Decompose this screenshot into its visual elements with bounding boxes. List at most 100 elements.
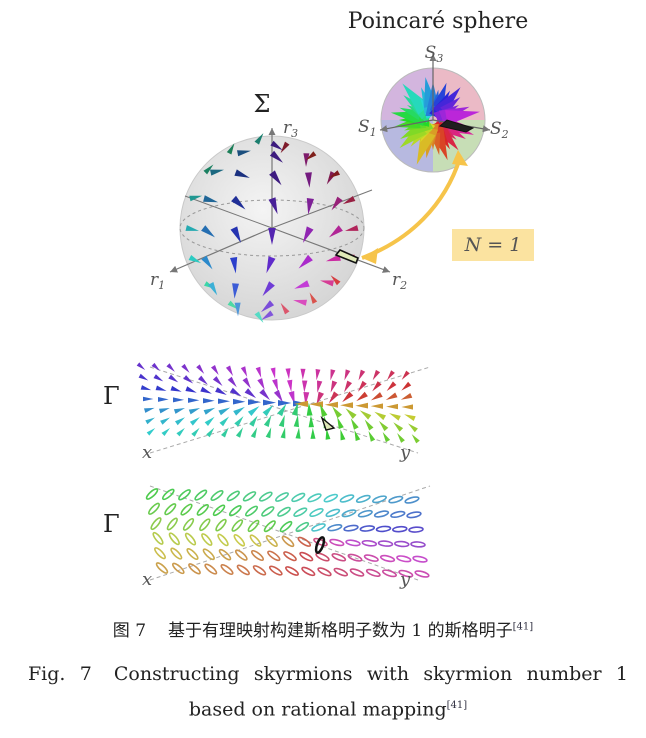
gamma-bottom-ellipse (196, 503, 209, 516)
sigma-arrow (266, 256, 276, 274)
gamma-bottom-ellipse (275, 492, 289, 502)
sigma-arrow (231, 195, 246, 210)
sigma-arrow (254, 311, 264, 323)
gamma-bottom-ellipse (301, 566, 316, 577)
gamma-top-arrow (204, 416, 215, 426)
gamma-top-arrow (136, 362, 146, 370)
sigma-arrow (262, 281, 275, 297)
highlight-ellipse-gamma-bottom (314, 536, 326, 554)
svg-text:r3: r3 (283, 118, 298, 140)
gamma-top-arrow (277, 403, 287, 417)
gamma-bottom-ellipse (215, 518, 227, 532)
sigma-arrow-field (185, 133, 359, 323)
gamma-top-arrow (317, 380, 323, 393)
gamma-top-arrow (176, 427, 185, 437)
gamma-top-arrow (358, 380, 367, 392)
sigma-arrow (261, 310, 274, 320)
gamma-top-arrow (404, 414, 416, 421)
gamma-bottom-ellipse (339, 494, 355, 503)
gamma-top-arrow (229, 387, 242, 397)
y-axis-label-top: y (399, 442, 411, 463)
s3-label: S (425, 43, 437, 63)
sigma-arrow (329, 225, 343, 238)
gamma-top-arrow (265, 427, 272, 439)
sigma-arrow (234, 302, 241, 317)
sigma-arrow (331, 196, 343, 211)
gamma-bottom-ellipse (261, 506, 275, 517)
r3-label: r (283, 118, 292, 138)
sigma-arrow (303, 153, 310, 167)
gamma-top-arrow (159, 408, 170, 414)
gamma-top-arrow (385, 392, 398, 400)
gamma-top-arrow (235, 427, 243, 438)
gamma-bottom-ellipse (201, 533, 213, 546)
gamma-top-arrow (234, 416, 244, 427)
r3-subscript: 3 (291, 127, 298, 140)
gamma-top-arrow (374, 411, 386, 421)
gamma-bottom-ellipse (220, 564, 234, 575)
gamma-top-arrow (401, 381, 412, 391)
poincare-title: Poincaré sphere (348, 9, 528, 34)
gamma-bottom-ellipse (218, 548, 232, 561)
gamma-top-arrow (218, 407, 231, 416)
gamma-top-arrow (181, 363, 190, 373)
y-axis-label-bottom: y (399, 569, 411, 590)
gamma-top-arrow (285, 368, 291, 380)
gamma-bottom-ellipse (233, 534, 246, 547)
poincare-arrow (445, 110, 480, 126)
gamma-bottom-ellipse (249, 534, 262, 547)
gamma-bottom-ellipse (347, 553, 363, 562)
gamma-top-arrow (188, 397, 200, 403)
caption-en-text: Constructing skyrmions with skyrmion num… (113, 663, 628, 721)
gamma-bottom-ellipse (184, 532, 197, 546)
gamma-top-arrow (324, 401, 338, 408)
gamma-bottom-ellipse (212, 504, 226, 517)
r2-subscript: 2 (399, 279, 407, 292)
highlight-cone-gamma-top (320, 415, 336, 431)
gamma-top-arrow (309, 401, 323, 408)
gamma-top-arrow (242, 377, 251, 389)
gamma-top-arrow (302, 380, 308, 393)
gamma-top-arrow (173, 408, 185, 414)
gamma-bottom-ellipse (390, 510, 406, 518)
sigma-arrow (269, 170, 282, 186)
gamma-top-arrow (240, 366, 248, 377)
sigma-arrow (226, 143, 235, 155)
gamma-top-arrow (250, 427, 258, 439)
caption-zh-text: 基于有理映射构建斯格明子数为 1 的斯格明子 (168, 621, 513, 641)
gamma-bottom-ellipse (349, 568, 365, 577)
gamma-bottom-ellipse (359, 525, 376, 532)
gamma-bottom-ellipse (285, 566, 299, 576)
gamma-top-arrow (372, 369, 381, 381)
gamma-bottom-ellipse (188, 563, 201, 575)
sigma-arrow (269, 150, 283, 163)
gamma-bottom-ellipse (204, 563, 218, 575)
s2-label: S (490, 119, 502, 139)
sigma-arrow (185, 225, 199, 231)
gamma-top-arrow (358, 369, 366, 381)
sigma-label: Σ (254, 90, 271, 118)
gamma-top-arrow (170, 385, 182, 392)
sigma-arrow (303, 226, 314, 243)
gamma-top-arrow (196, 364, 205, 374)
gamma-bottom-ellipse (217, 533, 229, 547)
gamma-top-arrow (355, 402, 368, 409)
gamma-top-arrow (151, 362, 160, 371)
r1-label: r (150, 270, 159, 290)
gamma-bottom-ellipse (168, 532, 180, 546)
x-axis-label-top: x (142, 442, 152, 463)
gamma-bottom-ellipse (166, 517, 178, 531)
gamma-top-arrow (330, 369, 336, 381)
svg-text:S2: S2 (490, 119, 509, 141)
svg-text:r2: r2 (392, 270, 407, 292)
gamma-bottom-ellipse (372, 495, 387, 504)
gamma-top-arrow (291, 402, 298, 416)
gamma-top-arrow (273, 389, 283, 403)
caption-en-label: Fig. 7 (28, 663, 92, 685)
figure-canvas: Poincaré sphere S3 S1 S2 Σ (103, 9, 534, 590)
gamma-top-arrow (316, 391, 324, 405)
x-axis-label-bottom: x (142, 569, 152, 590)
gamma-top-arrow (378, 420, 389, 432)
gamma-bottom-ellipse (343, 524, 359, 532)
sigma-arrow (201, 225, 215, 238)
